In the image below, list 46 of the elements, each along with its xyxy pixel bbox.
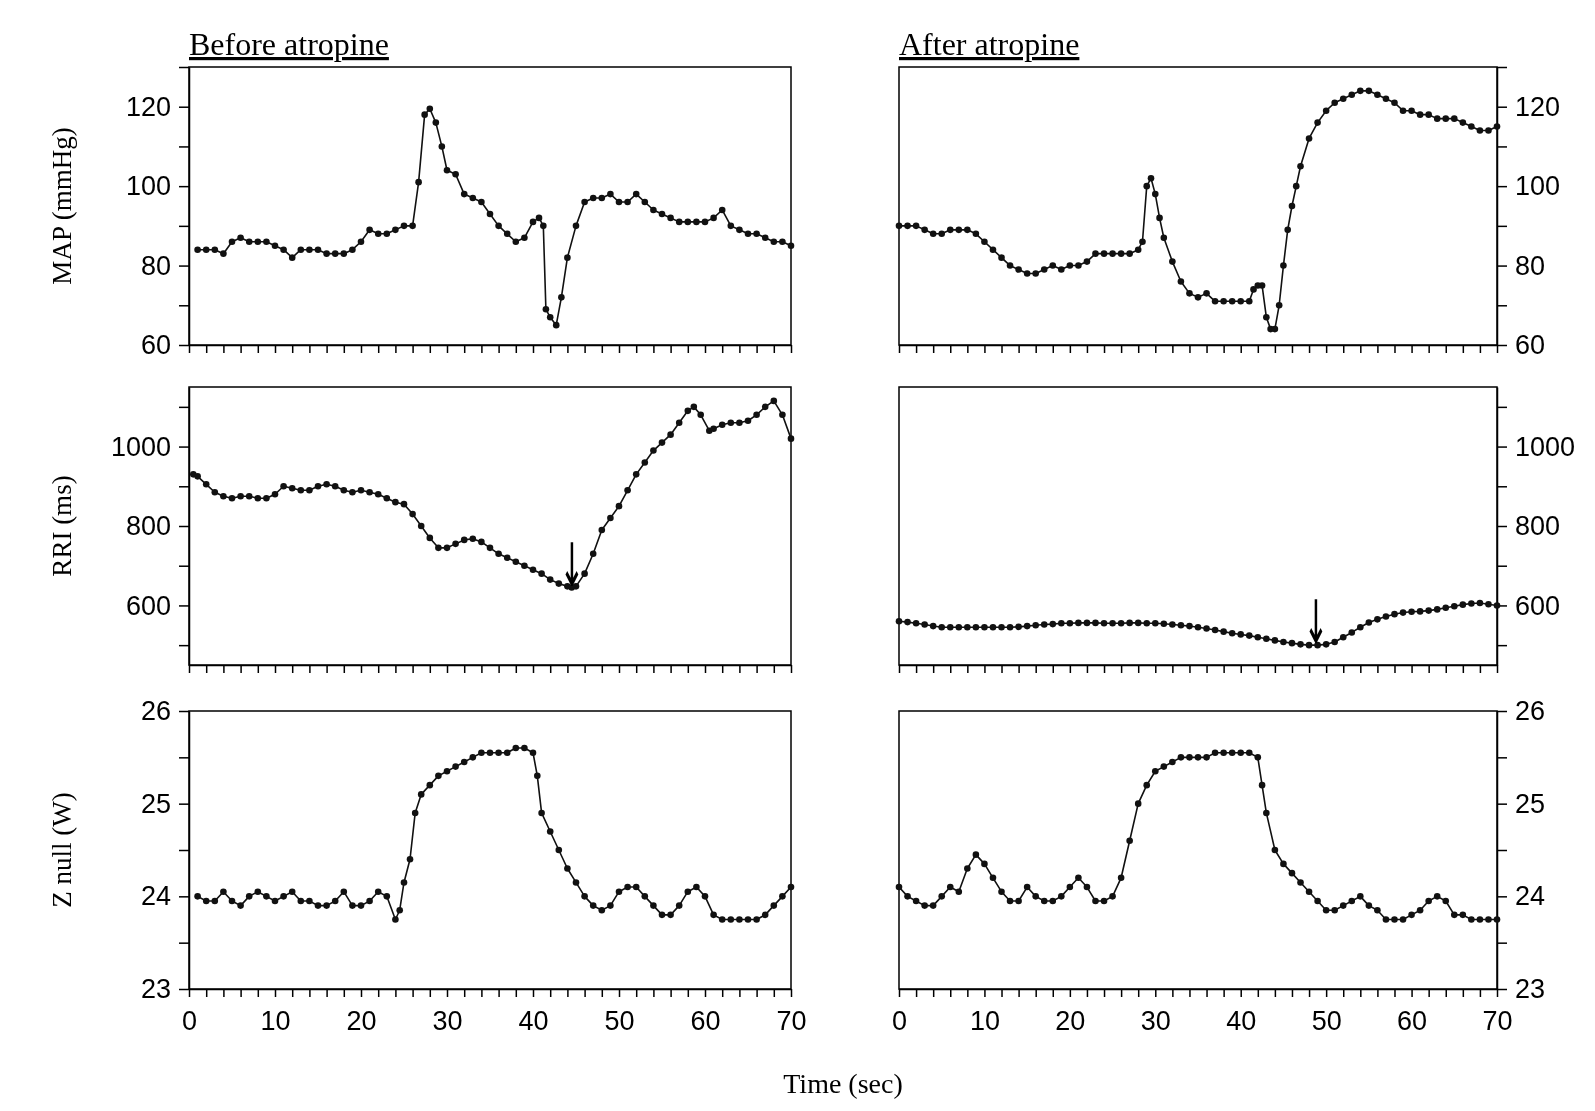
y-tick-label: 60: [1515, 330, 1546, 361]
y-tick-label: 80: [1515, 250, 1546, 281]
x-tick-label: 0: [181, 1006, 198, 1037]
x-tick-label: 0: [891, 1006, 908, 1037]
y-tick-label: 23: [140, 974, 171, 1005]
y-tick-label: 1000: [110, 431, 171, 462]
annotation: ↓: [559, 529, 585, 600]
y-tick-label: 100: [125, 171, 171, 202]
y-tick-label: 600: [1515, 590, 1561, 621]
y-tick-label: 1000: [1515, 431, 1576, 462]
x-tick-label: 70: [1482, 1006, 1513, 1037]
x-tick-label: 50: [604, 1006, 635, 1037]
y-tick-label: 23: [1515, 974, 1546, 1005]
y-tick-label: 25: [1515, 788, 1546, 819]
y-tick-label: 600: [125, 590, 171, 621]
chart-title: Before atropine: [189, 26, 389, 62]
x-tick-label: 70: [776, 1006, 807, 1037]
x-tick-label: 10: [260, 1006, 291, 1037]
chart-title: After atropine: [899, 26, 1080, 62]
x-tick-label: 30: [432, 1006, 463, 1037]
x-tick-label: 60: [1397, 1006, 1428, 1037]
y-tick-label: 24: [1515, 881, 1546, 912]
x-tick-label: 50: [1311, 1006, 1342, 1037]
y-tick-label: 120: [1515, 91, 1561, 122]
y-axis-title: RRI (ms): [47, 475, 77, 577]
y-tick-label: 26: [140, 696, 171, 727]
y-tick-label: 60: [140, 330, 171, 361]
y-axis-title: MAP (mmHg): [47, 127, 77, 285]
x-tick-label: 60: [690, 1006, 721, 1037]
y-axis-title: Z null (W): [47, 792, 77, 908]
x-tick-label: 30: [1140, 1006, 1171, 1037]
y-tick-label: 80: [140, 250, 171, 281]
x-tick-label: 40: [518, 1006, 549, 1037]
y-tick-label: 800: [125, 511, 171, 542]
y-tick-label: 800: [1515, 511, 1561, 542]
x-axis-title: Time (sec): [783, 1068, 903, 1099]
x-tick-label: 10: [969, 1006, 1000, 1037]
y-tick-label: 25: [140, 788, 171, 819]
y-tick-label: 24: [140, 881, 171, 912]
x-tick-label: 40: [1226, 1006, 1257, 1037]
y-tick-label: 100: [1515, 171, 1561, 202]
y-tick-label: 120: [125, 91, 171, 122]
x-tick-label: 20: [1055, 1006, 1086, 1037]
x-tick-label: 20: [346, 1006, 377, 1037]
y-tick-label: 26: [1515, 696, 1546, 727]
annotation: ↓: [1303, 587, 1329, 658]
